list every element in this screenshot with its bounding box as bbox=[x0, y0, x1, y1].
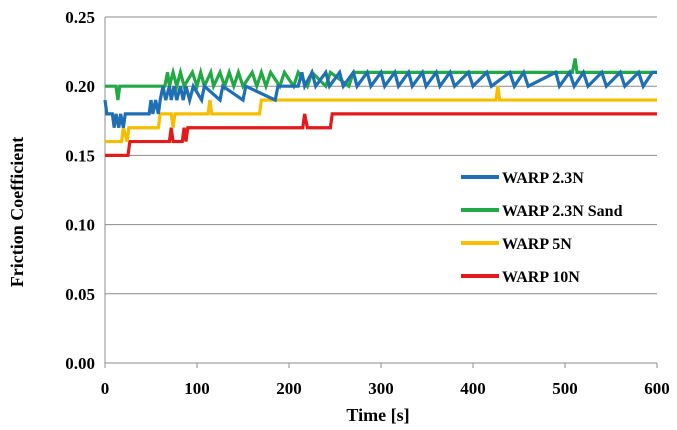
legend: WARP 2.3N WARP 2.3N Sand WARP 5N WARP 10N bbox=[461, 170, 623, 286]
legend-item: WARP 10N bbox=[461, 269, 580, 286]
series-line-warp-2-3n-sand bbox=[105, 58, 657, 101]
y-tick-label: 0.00 bbox=[65, 354, 95, 373]
y-tick-label: 0.20 bbox=[65, 77, 95, 96]
x-tick-labels: 0 100 200 300 400 500 600 bbox=[101, 379, 670, 398]
legend-label: WARP 2.3N Sand bbox=[502, 203, 623, 220]
x-axis-title: Time [s] bbox=[346, 405, 409, 425]
y-tick-label: 0.10 bbox=[65, 216, 95, 235]
legend-item: WARP 5N bbox=[461, 236, 572, 253]
y-axis-title: Friction Coefficient bbox=[7, 137, 27, 287]
x-tick-label: 100 bbox=[184, 379, 210, 398]
legend-item: WARP 2.3N Sand bbox=[461, 203, 623, 220]
axes bbox=[104, 17, 658, 368]
legend-label: WARP 5N bbox=[502, 236, 572, 253]
series-line-warp-2-3n bbox=[103, 68, 657, 129]
legend-label: WARP 10N bbox=[502, 269, 580, 286]
series-line-warp-10n bbox=[105, 112, 657, 157]
x-tick-label: 300 bbox=[368, 379, 394, 398]
legend-item: WARP 2.3N bbox=[461, 170, 584, 187]
legend-label: WARP 2.3N bbox=[502, 170, 584, 187]
y-tick-label: 0.25 bbox=[65, 8, 95, 27]
x-tick-label: 600 bbox=[644, 379, 670, 398]
x-tick-label: 0 bbox=[101, 379, 110, 398]
plot-area bbox=[103, 58, 657, 157]
y-tick-labels: 0.00 0.05 0.10 0.15 0.20 0.25 bbox=[65, 8, 95, 373]
series-line-warp-5n bbox=[105, 85, 657, 144]
y-tick-label: 0.05 bbox=[65, 285, 95, 304]
x-tick-label: 400 bbox=[460, 379, 486, 398]
x-tick-label: 200 bbox=[276, 379, 302, 398]
y-tick-label: 0.15 bbox=[65, 146, 95, 165]
x-tick-label: 500 bbox=[552, 379, 578, 398]
